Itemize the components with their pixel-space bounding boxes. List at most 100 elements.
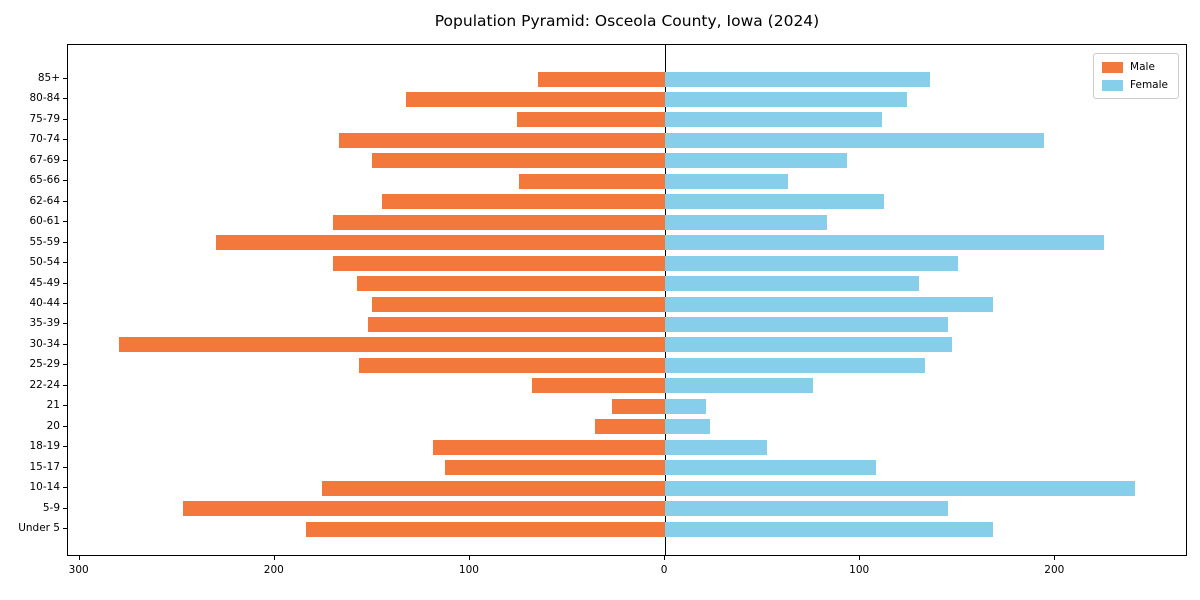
bar-male <box>432 439 666 455</box>
x-tick-label: 200 <box>263 564 284 576</box>
y-tick-mark <box>63 262 67 264</box>
bar-female <box>665 173 788 189</box>
y-tick-mark <box>63 282 67 284</box>
bar-female <box>665 112 882 128</box>
y-tick-mark <box>63 118 67 120</box>
y-tick-mark <box>63 303 67 304</box>
bar-male <box>612 398 666 414</box>
bar-male <box>356 276 666 292</box>
bar-male <box>382 194 666 210</box>
bar-female <box>665 153 847 169</box>
y-tick-label: 62-64 <box>29 194 60 207</box>
bar-male <box>405 91 666 107</box>
bar-female <box>665 235 1105 251</box>
y-tick-label: 70-74 <box>29 133 60 146</box>
bar-female <box>665 91 907 107</box>
y-tick-mark <box>63 446 67 448</box>
legend: Male Female <box>1093 53 1179 99</box>
y-tick-label: 18-19 <box>29 440 60 453</box>
y-tick-mark <box>63 98 67 100</box>
plot-area: Male Female <box>67 44 1187 556</box>
bar-male <box>538 71 666 87</box>
bar-male <box>358 357 666 373</box>
y-axis-labels: 85+ 80-84 75-79 70-74 67-69 65-66 62-64 60-61 55… <box>0 44 60 556</box>
y-tick-mark <box>63 180 67 182</box>
x-axis-ticks: 300 200 100 0 100 200 <box>67 556 1187 586</box>
legend-item-female: Female <box>1102 79 1168 91</box>
x-tick-mark <box>78 556 80 560</box>
bar-male <box>372 296 666 312</box>
legend-label-female: Female <box>1130 79 1168 91</box>
bar-male <box>518 173 666 189</box>
y-tick-label: 40-44 <box>29 297 60 309</box>
x-tick-mark <box>273 556 275 560</box>
y-tick-label: 25-29 <box>29 358 60 371</box>
bar-male <box>333 214 666 230</box>
x-tick-label: 100 <box>849 564 870 576</box>
bar-female <box>665 357 925 373</box>
y-tick-label: 15-17 <box>29 460 60 473</box>
bar-female <box>665 419 710 435</box>
bar-male <box>594 419 666 435</box>
bar-female <box>665 398 707 414</box>
chart-title: Population Pyramid: Osceola County, Iowa… <box>434 12 820 30</box>
bar-male <box>216 235 666 251</box>
y-tick-label: 67-69 <box>29 153 60 166</box>
bar-female <box>665 460 876 476</box>
y-tick-label: 20 <box>46 419 60 432</box>
y-tick-label: 65-66 <box>29 174 60 187</box>
y-tick-mark <box>63 507 67 509</box>
bar-male <box>339 132 666 148</box>
y-tick-mark <box>63 139 67 141</box>
bar-female <box>665 276 919 292</box>
female-swatch-icon <box>1102 79 1124 91</box>
x-tick-label: 100 <box>458 564 479 576</box>
bar-female <box>665 255 958 271</box>
x-tick-mark <box>1054 556 1056 560</box>
x-tick-mark <box>859 556 861 560</box>
bar-female <box>665 132 1044 148</box>
bar-male <box>444 460 666 476</box>
y-tick-label: 55-59 <box>29 235 60 248</box>
y-tick-mark <box>63 487 67 489</box>
y-tick-mark <box>63 466 67 468</box>
x-tick-mark <box>664 556 666 560</box>
bar-female <box>665 71 931 87</box>
y-tick-mark <box>63 405 67 407</box>
bar-male <box>306 521 666 537</box>
bar-male <box>516 112 666 128</box>
y-tick-mark <box>63 384 67 386</box>
bar-female <box>665 521 993 537</box>
x-tick-mark <box>468 556 470 560</box>
bar-female <box>665 501 948 517</box>
y-axis-ticks <box>63 44 67 556</box>
bar-male <box>118 337 666 353</box>
bar-male <box>183 501 666 517</box>
bar-male <box>532 378 666 394</box>
bar-female <box>665 439 767 455</box>
x-tick-label: 200 <box>1044 564 1065 576</box>
y-tick-label: 85+ <box>37 72 60 84</box>
y-tick-label: 10-14 <box>29 481 60 494</box>
y-tick-mark <box>63 425 67 427</box>
y-tick-label: Under 5 <box>18 522 60 534</box>
bar-female <box>665 194 884 210</box>
bar-female <box>665 480 1136 496</box>
y-tick-mark <box>63 78 67 79</box>
x-tick-label: 300 <box>68 564 89 576</box>
y-tick-label: 30-34 <box>29 337 60 350</box>
y-tick-label: 45-49 <box>29 276 60 289</box>
x-tick-label: 0 <box>660 564 668 576</box>
y-tick-label: 50-54 <box>29 256 60 269</box>
y-tick-mark <box>63 343 67 345</box>
y-tick-mark <box>63 200 67 202</box>
y-tick-label: 80-84 <box>29 92 60 105</box>
bar-female <box>665 316 948 332</box>
legend-item-male: Male <box>1102 61 1168 73</box>
bar-female <box>665 337 952 353</box>
y-tick-mark <box>63 241 67 243</box>
y-tick-label: 35-39 <box>29 317 60 330</box>
bar-male <box>321 480 666 496</box>
y-tick-label: 21 <box>46 399 60 412</box>
legend-label-male: Male <box>1130 61 1155 73</box>
